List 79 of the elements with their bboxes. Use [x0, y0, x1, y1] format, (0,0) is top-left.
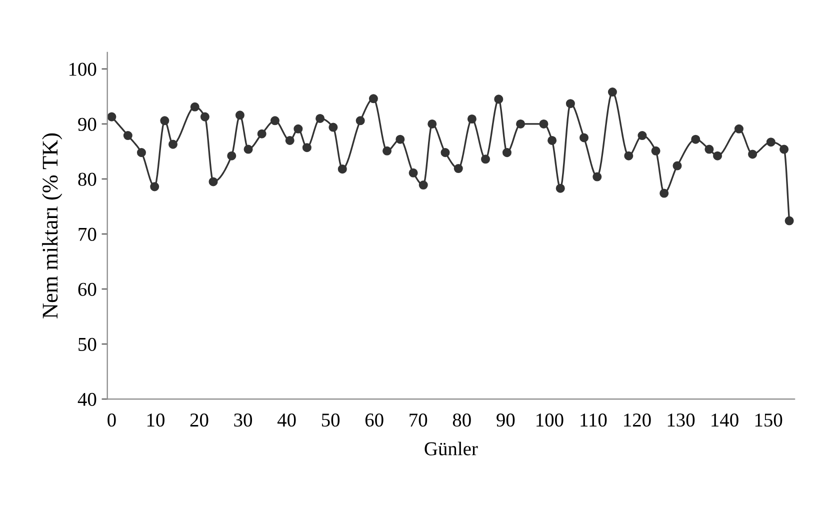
point	[440, 148, 450, 158]
x-tick-label: 10	[147, 414, 164, 427]
y-tick-label: 60	[78, 282, 96, 296]
point	[235, 110, 244, 120]
point	[672, 161, 682, 170]
point	[481, 154, 490, 164]
x-tick-label: 150	[755, 414, 782, 427]
y-tick-label: 100	[69, 62, 96, 76]
point	[624, 151, 634, 160]
point	[368, 94, 378, 104]
point	[382, 146, 392, 156]
point	[660, 188, 669, 198]
point	[168, 140, 178, 149]
point	[428, 119, 437, 128]
point	[608, 88, 617, 97]
point	[780, 144, 789, 154]
point	[227, 151, 236, 160]
point	[516, 119, 526, 128]
point	[200, 112, 210, 122]
x-tick-label: 50	[322, 414, 340, 427]
point	[123, 130, 132, 140]
x-tick-label: 140	[712, 414, 738, 427]
point	[208, 177, 218, 186]
point	[502, 148, 512, 158]
x-tick-label: 60	[365, 414, 384, 427]
point	[784, 216, 794, 226]
x-tick-label: 30	[234, 414, 252, 427]
x-tick-label: 0	[108, 414, 116, 427]
point	[454, 164, 463, 174]
point	[713, 151, 722, 160]
point	[294, 124, 303, 134]
x-tick-label: 40	[277, 414, 296, 427]
x-tick-label: 20	[190, 414, 208, 427]
point	[190, 102, 200, 112]
point	[766, 138, 776, 147]
x-tick-label: 80	[452, 414, 471, 427]
point	[704, 144, 714, 154]
y-tick-label: 80	[78, 172, 96, 186]
x-tick-label: 130	[668, 414, 695, 427]
point	[548, 136, 557, 145]
x-tick-label: 120	[624, 414, 651, 427]
point	[244, 144, 253, 154]
y-tick-label: 40	[78, 392, 96, 406]
point	[257, 129, 266, 138]
point	[651, 146, 660, 156]
point	[748, 150, 758, 159]
point	[328, 122, 338, 132]
x-axis-title: Günler	[424, 442, 478, 456]
point	[285, 136, 294, 145]
point	[302, 143, 312, 152]
y-tick-label: 70	[78, 228, 96, 241]
point	[580, 133, 589, 142]
point	[638, 130, 647, 140]
y-axis-title: Nem miktarı (% TK)	[42, 133, 62, 318]
x-tick-label: 110	[580, 414, 607, 427]
point	[150, 182, 160, 192]
point	[107, 112, 116, 122]
point	[691, 134, 700, 144]
point	[160, 116, 170, 126]
point	[396, 134, 405, 144]
point	[566, 99, 575, 108]
point	[539, 119, 548, 128]
point	[592, 172, 602, 182]
point	[556, 184, 565, 193]
x-tick-label: 70	[410, 414, 428, 427]
point	[136, 148, 146, 158]
y-tick-label: 50	[78, 338, 96, 351]
y-tick-label: 90	[78, 118, 96, 131]
point	[408, 168, 418, 178]
point	[270, 116, 280, 126]
point	[494, 94, 504, 104]
point	[356, 116, 365, 126]
x-tick-label: 100	[536, 414, 564, 427]
point	[734, 124, 744, 134]
point	[418, 180, 428, 190]
point	[338, 164, 347, 174]
point	[316, 114, 325, 123]
x-tick-label: 90	[496, 414, 515, 427]
point	[467, 114, 476, 124]
